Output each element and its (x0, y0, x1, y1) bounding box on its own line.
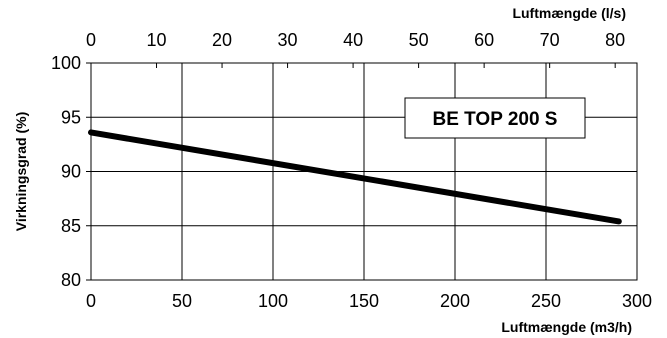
x-tick-label: 300 (622, 291, 652, 311)
grid (91, 63, 637, 280)
x2-tick-label: 70 (540, 30, 560, 50)
x2-tick-label: 80 (605, 30, 625, 50)
x-tick-label: 250 (531, 291, 561, 311)
x2-tick-label: 30 (278, 30, 298, 50)
x2-tick-label: 10 (147, 30, 167, 50)
x2-axis-title: Luftmængde (l/s) (512, 5, 626, 21)
x2-tick-label: 50 (409, 30, 429, 50)
y-tick-label: 100 (51, 53, 81, 73)
x-tick-label: 50 (172, 291, 192, 311)
annotation-box: BE TOP 200 S (404, 97, 586, 139)
series-line (88, 129, 622, 225)
y-tick-label: 90 (61, 162, 81, 182)
x-tick-label: 100 (258, 291, 288, 311)
x2-tick-label: 20 (212, 30, 232, 50)
y-axis-title: Virkningsgrad (%) (13, 112, 29, 232)
series (88, 129, 622, 225)
x2-tick-label: 60 (474, 30, 494, 50)
annotation-label: BE TOP 200 S (433, 109, 558, 130)
y-tick-label: 85 (61, 216, 81, 236)
x-axis-top: 0 10 20 30 40 50 60 70 80 (86, 30, 625, 68)
x-tick-label: 200 (440, 291, 470, 311)
x2-tick-label: 40 (343, 30, 363, 50)
x-axis-bottom: 0 50 100 150 200 250 300 (86, 291, 652, 311)
x2-tick-label: 0 (86, 30, 96, 50)
x-tick-label: 0 (86, 291, 96, 311)
annotation-frame (404, 97, 586, 139)
x-axis-title: Luftmængde (m3/h) (501, 319, 632, 335)
y-tick-label: 80 (61, 270, 81, 290)
y-tick-label: 95 (61, 107, 81, 127)
x-tick-label: 150 (349, 291, 379, 311)
y-axis: 80 85 90 95 100 (51, 53, 91, 290)
